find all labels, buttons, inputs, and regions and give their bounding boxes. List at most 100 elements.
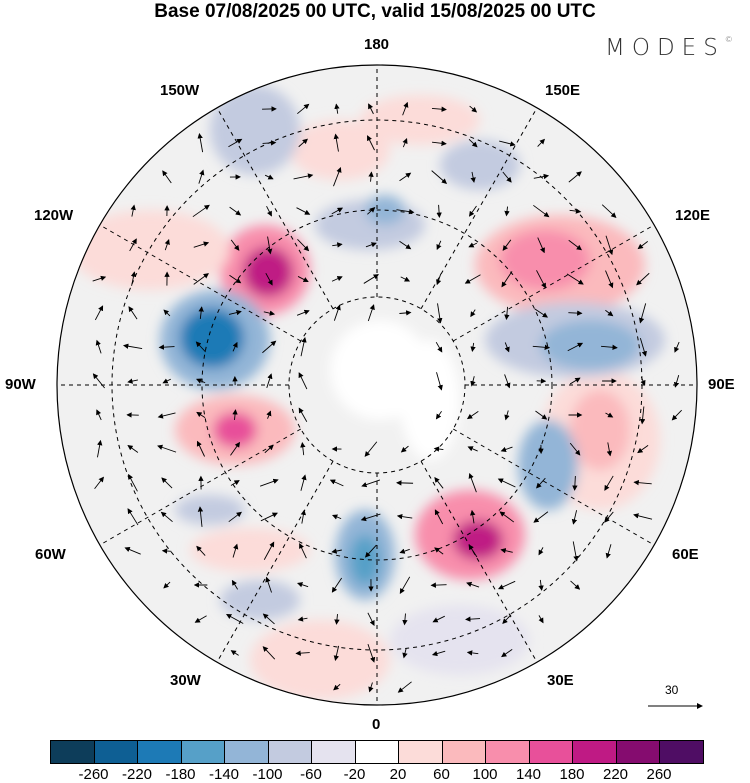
wind-vector: [436, 240, 442, 250]
wind-vector: [432, 140, 447, 146]
wind-vector: [228, 138, 243, 148]
colorbar-swatch: [442, 741, 486, 763]
wind-vector: [436, 372, 443, 391]
wind-vector: [334, 614, 340, 625]
wind-vector: [232, 409, 238, 421]
wind-vector: [267, 236, 273, 255]
map-title: Base 07/08/2025 00 UTC, valid 15/08/2025…: [154, 1, 596, 22]
wind-vector: [367, 304, 375, 322]
wind-vector: [434, 509, 444, 525]
wind-vector: [266, 373, 273, 389]
wind-vector: [128, 473, 138, 492]
wind-vector: [468, 544, 478, 558]
wind-vector: [435, 341, 443, 353]
wind-vector: [538, 547, 544, 556]
lon-label-120e: 120E: [675, 207, 711, 224]
wind-vector: [568, 310, 583, 316]
wind-vector: [572, 541, 579, 562]
wind-vector: [368, 103, 374, 115]
colorbar-swatch: [268, 741, 312, 763]
wind-vector: [262, 140, 277, 146]
wind-vector: [396, 513, 413, 520]
wind-vector: [128, 306, 138, 320]
wind-vector: [532, 344, 551, 351]
wind-vector: [605, 544, 612, 559]
wind-vector: [569, 377, 581, 385]
wind-vector: [399, 172, 412, 182]
colorbar-swatch: [355, 741, 399, 763]
wind-vector: [333, 645, 340, 662]
wind-vector: [636, 272, 650, 286]
wind-vector: [468, 242, 478, 248]
wind-vector: [536, 477, 546, 489]
wind-vector: [504, 374, 511, 389]
wind-vector: [470, 309, 476, 318]
wind-vector: [367, 612, 375, 626]
lon-label-30e: 30E: [547, 672, 574, 689]
wind-vector: [431, 170, 448, 184]
wind-vector: [127, 444, 139, 453]
wind-vector: [368, 682, 374, 693]
wind-vector: [504, 206, 510, 217]
wind-vector: [633, 479, 652, 486]
wind-vector: [367, 135, 375, 151]
wind-vector: [198, 169, 205, 184]
wind-vector: [196, 440, 205, 457]
wind-vector: [402, 138, 408, 148]
wind-vector: [468, 472, 477, 493]
wind-vector: [265, 272, 273, 286]
wind-vector: [502, 614, 512, 624]
wind-vector: [130, 271, 137, 286]
wind-vector: [533, 204, 550, 218]
wind-vector: [230, 650, 239, 656]
wind-vector: [331, 276, 343, 282]
wind-vector: [333, 683, 341, 691]
wind-vector: [470, 509, 476, 524]
wind-vector: [196, 411, 206, 419]
meridian-line: [420, 107, 538, 310]
meridian-line: [452, 428, 655, 546]
map-boundary: [56, 64, 698, 706]
wind-vector: [130, 204, 136, 217]
wind-vector: [94, 476, 104, 489]
wind-vector: [263, 310, 276, 316]
wind-vector: [95, 339, 102, 354]
wind-vector: [229, 274, 242, 284]
wind-vector: [637, 241, 648, 250]
wind-vector: [297, 276, 309, 282]
wind-vector: [535, 410, 548, 420]
colorbar-swatch: [616, 741, 660, 763]
wind-vector: [497, 478, 516, 488]
wind-vector: [333, 166, 342, 187]
colorbar-tick-label: -220: [121, 766, 153, 783]
colorbar-swatch: [573, 741, 617, 763]
wind-vector: [433, 446, 444, 452]
wind-vector: [94, 305, 104, 321]
wind-vector: [567, 342, 584, 352]
wind-vector: [193, 241, 210, 248]
wind-vector: [431, 650, 446, 657]
wind-vector: [331, 577, 343, 593]
colorbar-tick-label: 180: [559, 766, 585, 783]
lon-label-0: 0: [372, 716, 381, 733]
wind-vector: [504, 342, 510, 353]
colorbar-swatch: [51, 741, 95, 763]
colorbar-tick-label: 140: [515, 766, 542, 783]
lon-label-90e: 90E: [708, 376, 735, 393]
wind-vector: [470, 171, 476, 183]
wind-vector: [230, 441, 241, 456]
wind-vector: [230, 239, 240, 251]
wind-vector: [265, 576, 272, 593]
colorbar-tick-label: 60: [433, 766, 450, 783]
colorbar-swatch: [94, 741, 138, 763]
wind-vector: [124, 547, 141, 555]
wind-vector: [360, 513, 381, 522]
wind-vector: [298, 372, 308, 390]
wind-vector: [296, 309, 310, 316]
wind-vector: [468, 205, 477, 217]
wind-vector: [297, 103, 310, 115]
wind-vector: [465, 616, 481, 622]
wind-vector: [537, 237, 545, 254]
wind-vector: [194, 615, 207, 623]
wind-vector: [572, 476, 578, 491]
